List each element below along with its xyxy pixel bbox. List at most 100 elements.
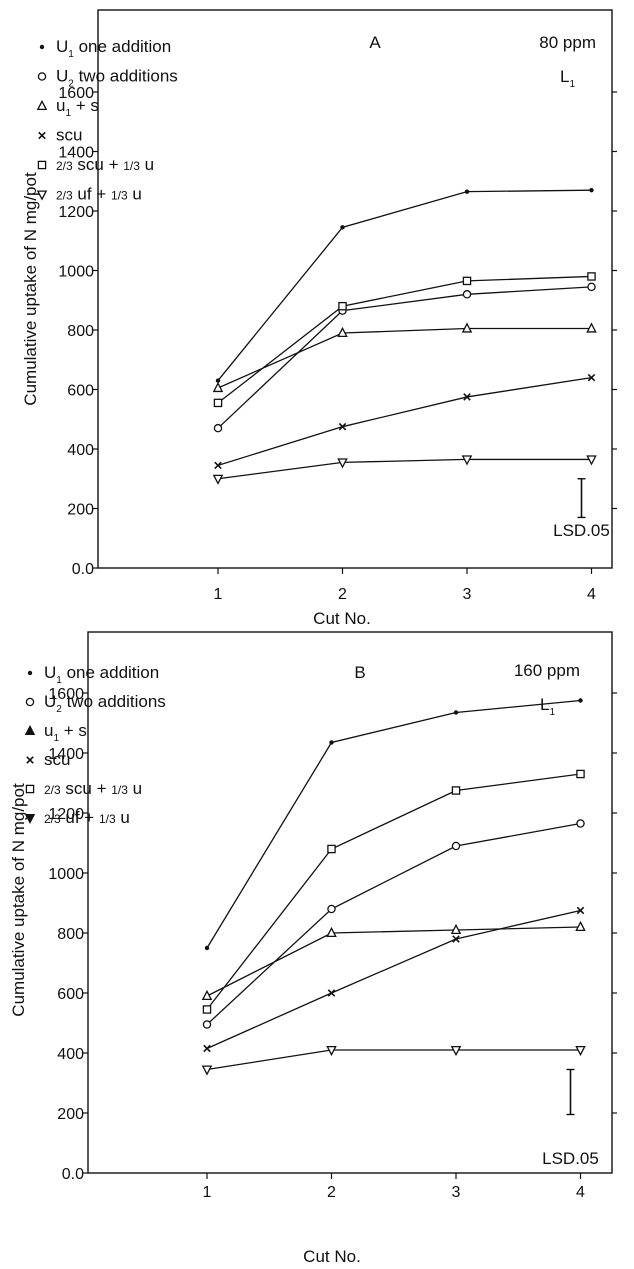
y-tick-label: 1600 bbox=[48, 686, 84, 703]
data-point-triangle-up bbox=[326, 926, 337, 938]
legend-entry: 2/3 scu + 1/3 u bbox=[56, 155, 154, 174]
data-point-triangle-up bbox=[201, 989, 213, 1001]
y-tick-label: 1600 bbox=[58, 85, 94, 102]
legend-entry: u1 + s bbox=[56, 96, 99, 119]
legend-marker bbox=[26, 756, 34, 764]
data-point-square bbox=[202, 1005, 212, 1014]
data-point-triangle-down bbox=[212, 474, 224, 485]
data-point-triangle-down bbox=[575, 1045, 586, 1057]
data-point-cross bbox=[327, 989, 336, 997]
data-point-triangle-up bbox=[461, 322, 473, 333]
legend-entry: 2/3 scu + 1/3 u bbox=[44, 779, 142, 798]
y-tick-label: 400 bbox=[57, 1046, 84, 1063]
data-point-square bbox=[327, 844, 336, 854]
data-point-circle bbox=[213, 423, 223, 433]
lsd-label: LSD.05 bbox=[553, 521, 610, 540]
data-point-dot bbox=[453, 710, 459, 715]
data-point-cross bbox=[214, 461, 222, 470]
legend-marker bbox=[24, 724, 36, 736]
legend-marker bbox=[38, 131, 46, 140]
data-point-dot bbox=[578, 698, 583, 703]
data-point-square bbox=[576, 769, 585, 779]
concentration-annotation: 80 ppm bbox=[539, 33, 596, 52]
y-tick-label: 1000 bbox=[48, 866, 84, 883]
data-point-triangle-down bbox=[201, 1065, 213, 1076]
y-tick-label: 600 bbox=[57, 986, 84, 1003]
data-point-cross bbox=[587, 373, 596, 382]
series-line-triangle-up bbox=[217, 327, 592, 389]
concentration-annotation: 160 ppm bbox=[514, 661, 580, 680]
data-point-cross bbox=[463, 393, 471, 401]
y-tick-label: 1400 bbox=[58, 145, 94, 162]
series-line-square bbox=[217, 275, 592, 404]
data-point-cross bbox=[338, 422, 347, 431]
data-point-triangle-down bbox=[337, 458, 348, 469]
data-point-dot bbox=[204, 945, 210, 951]
data-point-dot bbox=[329, 740, 334, 745]
x-tick-label: 2 bbox=[338, 586, 347, 603]
data-point-square bbox=[213, 398, 223, 408]
data-point-circle bbox=[202, 1020, 212, 1029]
x-axis-label: Cut No. bbox=[313, 609, 371, 628]
data-point-triangle-down bbox=[326, 1045, 337, 1057]
series-line-triangle-up bbox=[206, 926, 581, 997]
data-point-triangle-up bbox=[575, 920, 586, 932]
series-line-circle bbox=[217, 286, 592, 429]
data-point-triangle-up bbox=[450, 923, 462, 935]
data-point-circle bbox=[576, 819, 585, 828]
y-tick-label: 600 bbox=[67, 383, 94, 400]
data-point-cross bbox=[452, 935, 460, 943]
data-point-triangle-down bbox=[450, 1045, 462, 1057]
legend-entry: scu bbox=[44, 750, 70, 769]
data-point-circle bbox=[587, 282, 596, 292]
series-line-square bbox=[206, 773, 581, 1010]
data-point-triangle-up bbox=[212, 381, 224, 393]
chart-panel-b: 0.0 200 400 600 800 1000 1200 1400 1600 1 2 3 4 Cut N… bbox=[9, 631, 617, 1266]
legend-marker bbox=[36, 99, 48, 111]
data-point-circle bbox=[451, 841, 461, 851]
y-tick-label: 0.0 bbox=[62, 1166, 84, 1183]
x-tick-label: 4 bbox=[587, 586, 596, 603]
series-line-cross bbox=[217, 376, 592, 466]
legend-marker bbox=[37, 72, 47, 81]
y-tick-label: 1400 bbox=[48, 746, 84, 763]
series-line-triangle-down bbox=[217, 458, 592, 480]
data-point-triangle-up bbox=[337, 326, 348, 338]
x-tick-label: 1 bbox=[214, 586, 223, 603]
legend-marker bbox=[39, 44, 45, 50]
legend-entry: 2/3 uf + 1/3 u bbox=[44, 808, 130, 827]
y-axis-label: Cumulative uptake of N mg/pot bbox=[21, 172, 40, 406]
data-point-triangle-up bbox=[586, 322, 597, 333]
level-annotation: L1 bbox=[560, 67, 575, 90]
y-tick-label: 200 bbox=[67, 502, 94, 519]
y-tick-label: 0.0 bbox=[72, 561, 94, 578]
series-line-dot bbox=[206, 699, 581, 949]
data-point-circle bbox=[462, 290, 472, 299]
data-point-square bbox=[451, 786, 461, 795]
series-line-triangle-down bbox=[206, 1049, 581, 1071]
data-point-triangle-down bbox=[461, 455, 473, 466]
x-axis-label: Cut No. bbox=[303, 1247, 361, 1266]
legend-entry: U1 one addition bbox=[56, 37, 171, 60]
series-line-circle bbox=[206, 822, 581, 1025]
lsd-label: LSD.05 bbox=[542, 1149, 599, 1168]
legend-entry: U1 one addition bbox=[44, 663, 159, 686]
legend-marker bbox=[25, 697, 35, 707]
legend-marker bbox=[36, 190, 48, 201]
x-tick-label: 3 bbox=[452, 1184, 461, 1201]
chart-panel-a: 0.0 200 400 600 800 1000 1200 1400 1600 1 2 3 4 Cut N… bbox=[21, 9, 617, 628]
x-tick-label: 3 bbox=[463, 586, 472, 603]
y-tick-label: 400 bbox=[67, 442, 94, 459]
data-point-dot bbox=[464, 189, 470, 194]
x-tick-label: 1 bbox=[203, 1184, 212, 1201]
plot-frame bbox=[87, 631, 613, 1174]
data-point-cross bbox=[203, 1044, 211, 1053]
y-tick-label: 1000 bbox=[58, 264, 94, 281]
y-tick-label: 800 bbox=[67, 323, 94, 340]
data-point-circle bbox=[327, 904, 336, 914]
panel-label: B bbox=[354, 663, 365, 682]
data-point-triangle-down bbox=[586, 455, 597, 466]
data-point-dot bbox=[215, 378, 221, 383]
legend-marker bbox=[25, 784, 35, 794]
data-point-dot bbox=[340, 225, 345, 230]
